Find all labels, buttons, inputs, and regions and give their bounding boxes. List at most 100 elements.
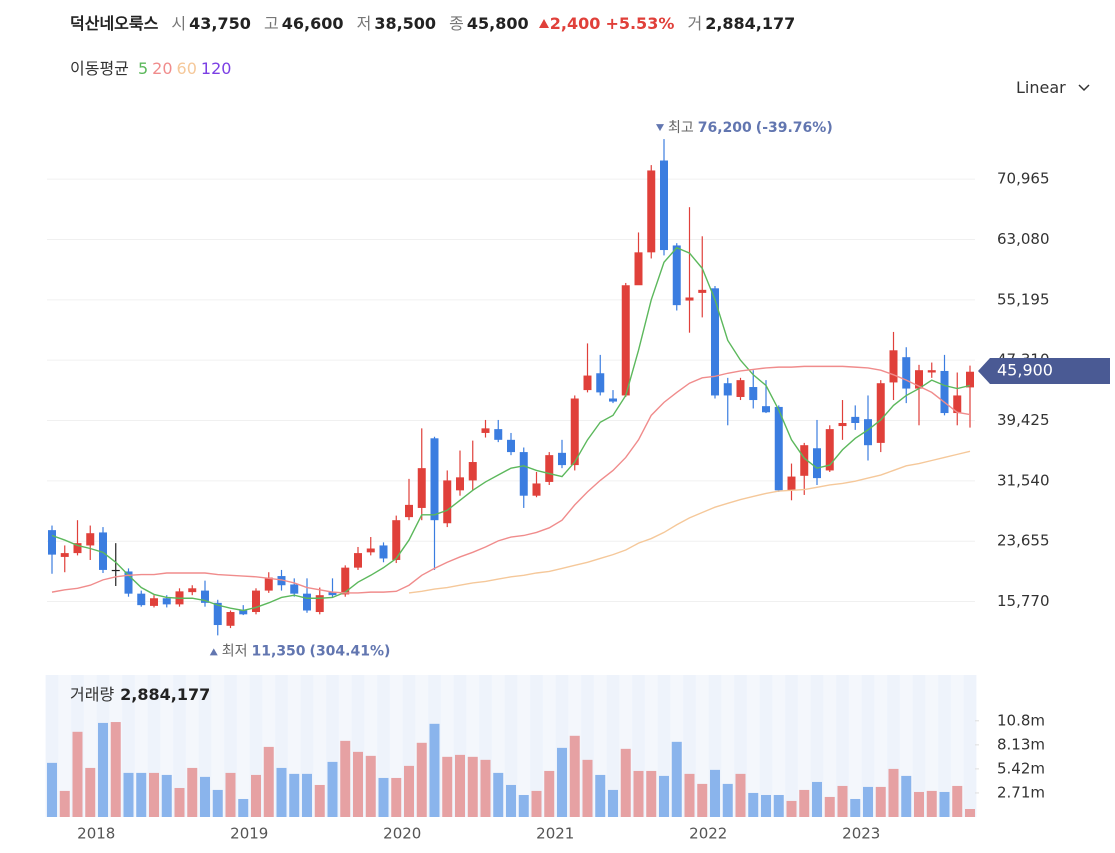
open-value: 43,750 [189, 14, 251, 33]
candle-body [175, 591, 184, 605]
volume-bar [761, 794, 771, 817]
extreme-change: (-39.76%) [756, 120, 833, 136]
volume-bar [659, 775, 669, 817]
candle-body [456, 477, 464, 491]
volume-bar [238, 798, 249, 817]
volume-bar [684, 773, 695, 817]
candle-body [60, 553, 69, 557]
volume-title-label: 거래량 [70, 685, 114, 704]
volume-bar [47, 762, 57, 817]
candle-body [851, 416, 860, 423]
candle-body [583, 375, 592, 391]
change-pct: +5.53% [605, 14, 675, 33]
candle-body [558, 452, 566, 466]
volume-bar [926, 790, 937, 817]
volume-bar [340, 740, 351, 817]
volume-stripe [683, 675, 696, 817]
legend-title: 이동평균 [70, 59, 129, 78]
candle-body [252, 590, 260, 613]
volume-bar [837, 785, 848, 817]
volume-bar [850, 798, 861, 817]
candle-body [290, 584, 299, 594]
volume-stripe [249, 675, 263, 817]
volume-bar [875, 786, 886, 817]
candle-body [774, 406, 783, 491]
volume-stripe [861, 675, 875, 817]
candle-body [430, 438, 439, 521]
volume-bar [327, 761, 338, 817]
volume-stripe [530, 675, 543, 817]
volume-bar [416, 742, 427, 817]
volume-bar [569, 735, 580, 817]
quote-header: 덕산네오룩스 시 43,750 고 46,600 저 38,500 종 45,800 2… [70, 10, 795, 34]
volume-panel [47, 675, 975, 817]
scale-menu[interactable]: Linear [1016, 78, 1091, 97]
y-tick-label: 47,310 [997, 351, 1050, 369]
volume-bar [263, 746, 274, 817]
candle-body [915, 370, 923, 389]
volume-bar [391, 777, 402, 817]
volume-bar [353, 751, 363, 817]
high-value: 46,600 [281, 14, 344, 33]
volume-bar [620, 748, 631, 817]
volume-bar [314, 784, 325, 817]
ma-line [408, 450, 971, 594]
volume-bar [467, 756, 478, 817]
y-tick-label: 63,080 [997, 230, 1050, 248]
candle-body [609, 398, 617, 402]
candle-body [379, 545, 388, 559]
candle-body [481, 428, 490, 433]
candle-body [711, 288, 719, 396]
last-price-label: 45,900 [997, 360, 1053, 379]
volume-stripe [504, 675, 518, 817]
candle-body [927, 370, 936, 373]
candle-body [736, 380, 745, 397]
candle-body [660, 160, 668, 251]
candle-body [417, 468, 426, 508]
x-tick-label: 2022 [689, 825, 727, 843]
volume-stripe [938, 675, 951, 817]
volume-bar [697, 783, 708, 817]
candle-body [201, 590, 209, 603]
volume-bar [480, 759, 491, 817]
candle-body [647, 170, 656, 253]
candle-body [570, 398, 579, 466]
volume-bar [671, 741, 682, 817]
volume-bar [429, 723, 440, 817]
volume-bar [863, 786, 873, 817]
volume-bar [939, 791, 950, 817]
volume-stripe [96, 675, 110, 817]
candle-body [226, 612, 235, 626]
volume-bar [824, 796, 835, 817]
volume-stripe [173, 675, 186, 817]
scale-menu-label[interactable]: Linear [1016, 78, 1066, 97]
change: 2,400 [549, 14, 601, 33]
candle-body [443, 480, 452, 524]
candle-body [723, 383, 732, 396]
x-tick-label: 2021 [536, 825, 574, 843]
candle-body [940, 370, 949, 414]
volume-bar [289, 773, 300, 817]
volume-bar [595, 774, 606, 817]
volume-title-value: 2,884,177 [120, 685, 210, 704]
volume-bar [799, 789, 810, 817]
volume-stripe [810, 675, 824, 817]
candle-body [596, 373, 605, 393]
candle-body [800, 445, 809, 476]
volume-bar [302, 773, 312, 817]
candle-body [787, 476, 796, 491]
volume-bar [365, 755, 376, 817]
volume-stripe [785, 675, 798, 817]
volume-tick-label: 5.42m [997, 759, 1045, 777]
volume-bar [888, 768, 899, 817]
volume-bar [506, 784, 516, 817]
candle-body [966, 371, 974, 388]
volume-bar [965, 809, 975, 817]
candle-body [111, 569, 120, 572]
candle-body [239, 610, 248, 615]
volume-bar [110, 722, 121, 817]
volume-stripe [198, 675, 212, 817]
volume-bar [531, 790, 542, 817]
legend-entry: 120 [200, 59, 232, 78]
